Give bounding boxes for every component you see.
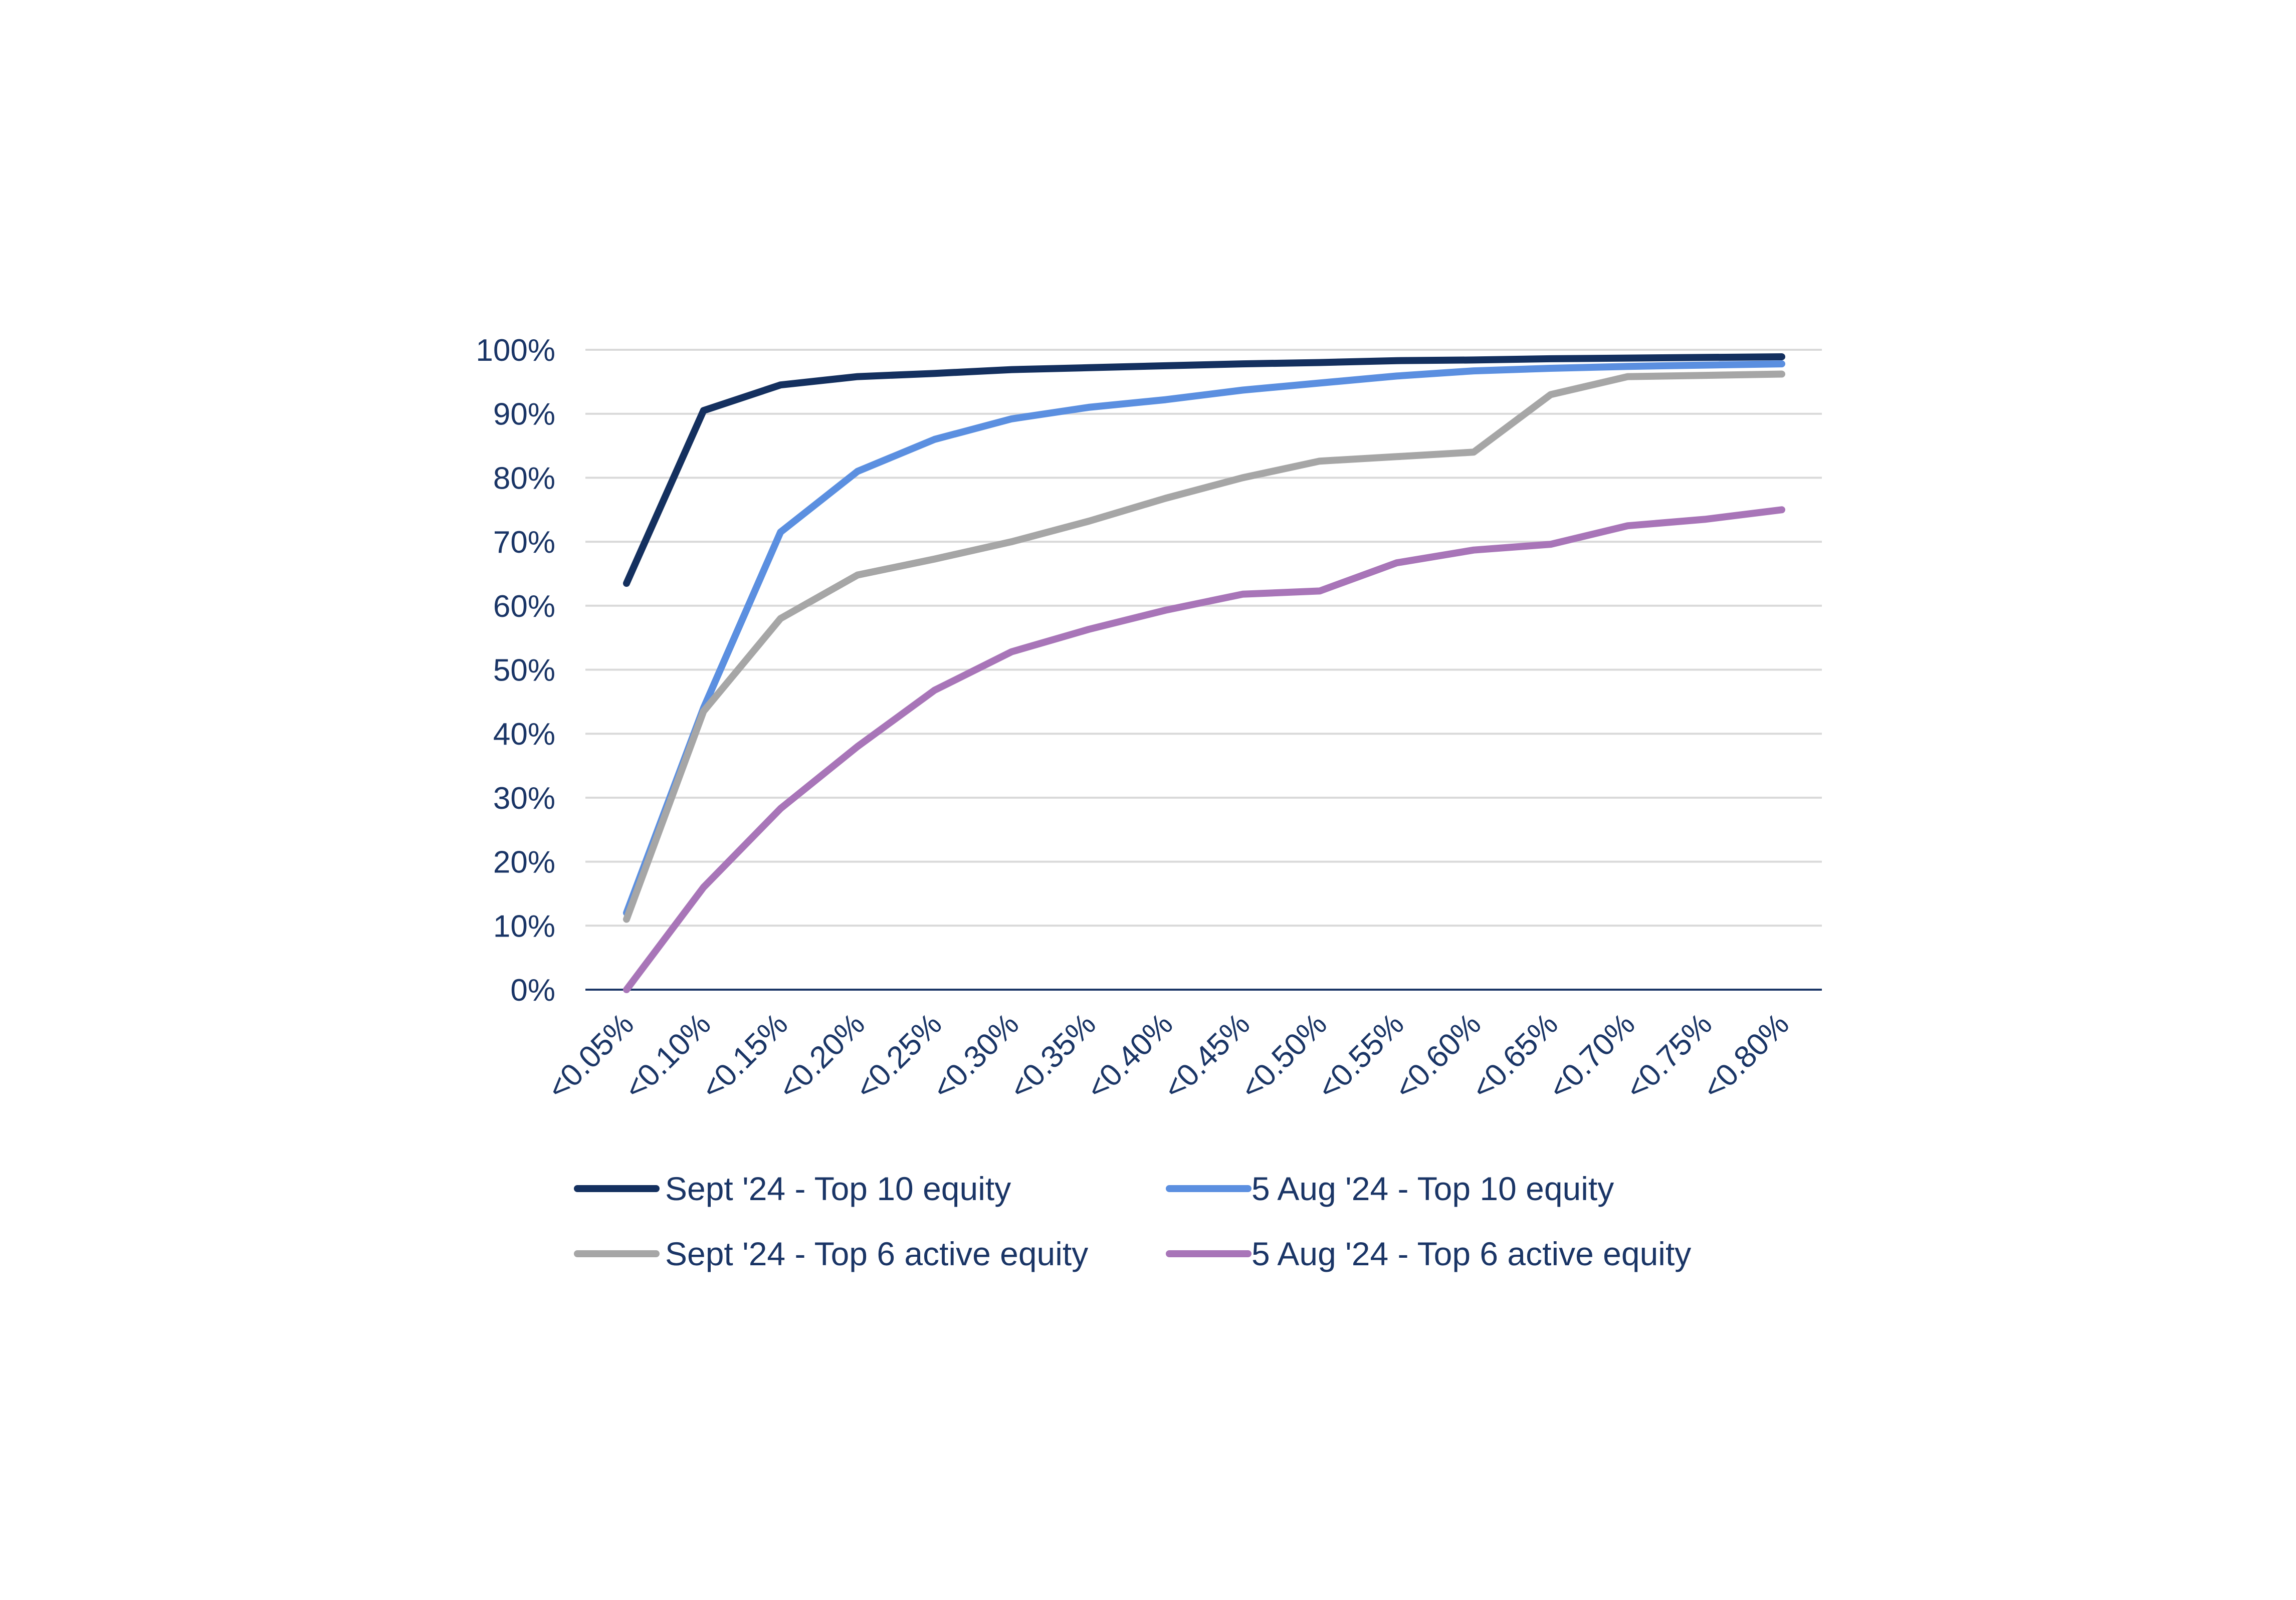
x-tick-label: <0.60% xyxy=(1388,1007,1488,1106)
y-tick-label: 80% xyxy=(493,461,555,496)
legend-label: 5 Aug '24 - Top 6 active equity xyxy=(1251,1235,1691,1272)
series-line-4 xyxy=(623,506,1785,993)
x-tick-label: <0.75% xyxy=(1619,1007,1719,1106)
series-line-2 xyxy=(623,360,1785,917)
x-tick-label: <0.45% xyxy=(1157,1007,1257,1106)
x-tick-label: <0.20% xyxy=(772,1007,872,1106)
x-tick-label: <0.40% xyxy=(1080,1007,1180,1106)
y-tick-label: 30% xyxy=(493,781,555,816)
x-axis: <0.05%<0.10%<0.15%<0.20%<0.25%<0.30%<0.3… xyxy=(541,989,1822,1106)
x-tick-label: <0.65% xyxy=(1465,1007,1565,1106)
y-tick-label: 20% xyxy=(493,845,555,880)
x-tick-label: <0.80% xyxy=(1696,1007,1796,1106)
y-axis: 0% 10% 20% 30% 40% 50% 60% 70% 80% 90% 100% xyxy=(476,333,555,1008)
series-line-3 xyxy=(623,370,1785,923)
x-tick-label: <0.50% xyxy=(1234,1007,1334,1106)
x-tick-label: <0.70% xyxy=(1542,1007,1642,1106)
series-line-1 xyxy=(623,353,1785,587)
y-tick-label: 100% xyxy=(476,333,555,368)
y-tick-label: 90% xyxy=(493,397,555,432)
x-tick-label: <0.05% xyxy=(541,1007,641,1106)
x-tick-label: <0.10% xyxy=(618,1007,718,1106)
legend-label: Sept '24 - Top 10 equity xyxy=(665,1170,1011,1207)
y-tick-label: 50% xyxy=(493,653,555,688)
y-tick-label: 0% xyxy=(510,973,555,1008)
y-tick-label: 10% xyxy=(493,909,555,944)
x-tick-label: <0.35% xyxy=(1003,1007,1103,1106)
x-tick-label: <0.25% xyxy=(849,1007,949,1106)
legend: Sept '24 - Top 10 equity 5 Aug '24 - Top … xyxy=(574,1170,1691,1272)
x-tick-label: <0.55% xyxy=(1311,1007,1411,1106)
x-tick-label: <0.15% xyxy=(695,1007,795,1106)
legend-label: Sept '24 - Top 6 active equity xyxy=(665,1235,1088,1272)
x-tick-label: <0.30% xyxy=(926,1007,1026,1106)
y-tick-label: 40% xyxy=(493,717,555,752)
y-tick-label: 60% xyxy=(493,589,555,624)
legend-label: 5 Aug '24 - Top 10 equity xyxy=(1251,1170,1614,1207)
gridlines xyxy=(585,349,1822,927)
series-lines xyxy=(623,353,1785,993)
y-tick-label: 70% xyxy=(493,525,555,560)
